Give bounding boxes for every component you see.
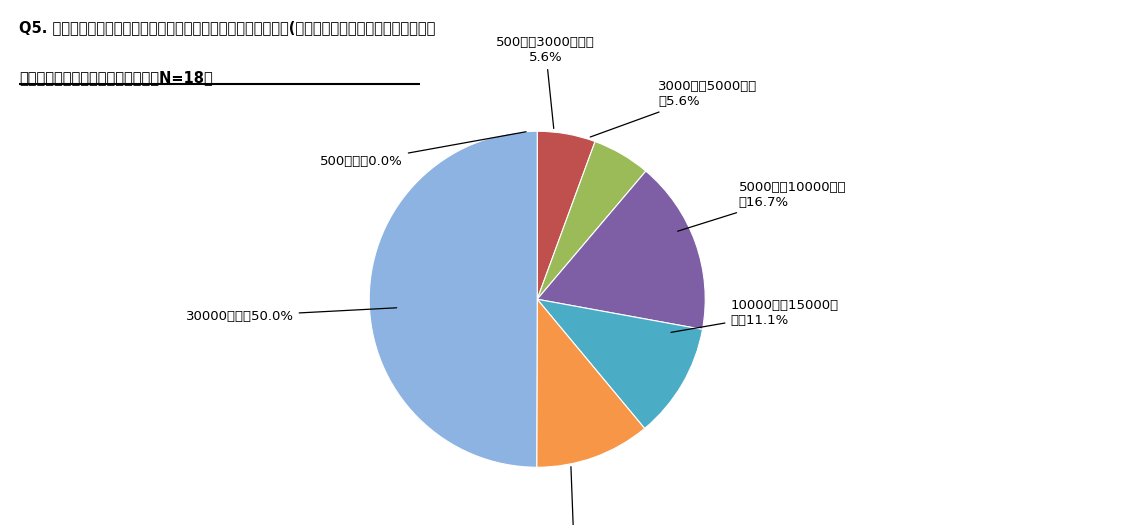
Wedge shape: [537, 142, 646, 299]
Text: 3000円～5000円未
満5.6%: 3000円～5000円未 満5.6%: [590, 80, 758, 137]
Wedge shape: [537, 299, 702, 428]
Text: ください。）　（単数回答）【N=18】: ください。） （単数回答）【N=18】: [19, 70, 213, 85]
Text: Q5. 自分へのクリスマスプレゼントのお値段を教えてください。(複数ご購入の方は合計金額をお答え: Q5. 自分へのクリスマスプレゼントのお値段を教えてください。(複数ご購入の方は…: [19, 20, 435, 35]
Text: 500円未渨0.0%: 500円未渨0.0%: [320, 132, 526, 168]
Wedge shape: [537, 171, 706, 329]
Text: 30000円以上50.0%: 30000円以上50.0%: [185, 308, 397, 322]
Text: 5000円～10000円未
満16.7%: 5000円～10000円未 満16.7%: [677, 181, 846, 231]
Text: 10000円～15000円
未満11.1%: 10000円～15000円 未満11.1%: [671, 299, 838, 332]
Text: 15000円～30000円
未満11.1%: 15000円～30000円 未満11.1%: [520, 467, 628, 525]
Wedge shape: [537, 299, 645, 467]
Wedge shape: [369, 131, 537, 467]
Text: 500円～3000円未満
5.6%: 500円～3000円未満 5.6%: [497, 36, 595, 129]
Wedge shape: [537, 131, 595, 299]
